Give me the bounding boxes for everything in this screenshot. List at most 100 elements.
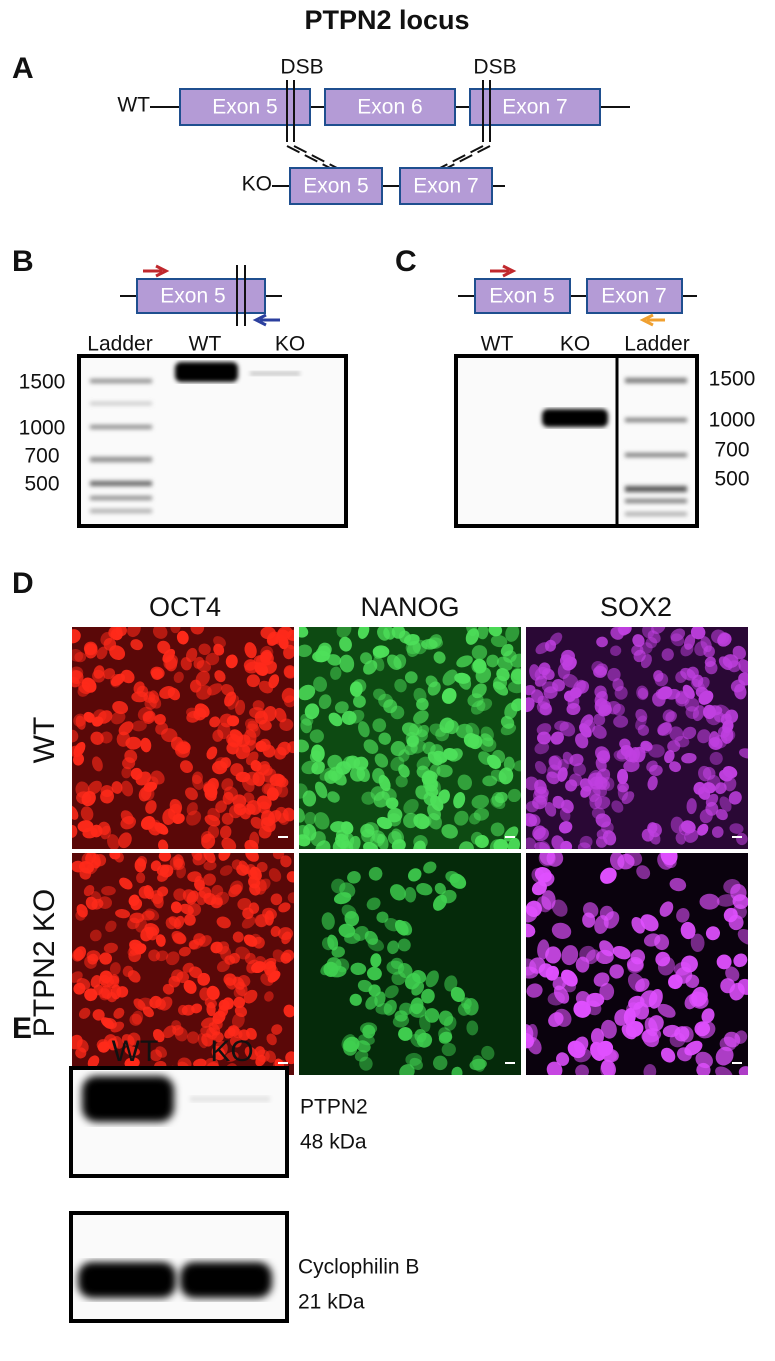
- nucleus: [283, 665, 294, 679]
- nucleus: [157, 886, 169, 897]
- nucleus: [715, 1046, 734, 1066]
- nucleus: [579, 945, 596, 962]
- nucleus: [613, 715, 629, 728]
- nucleus: [172, 932, 187, 945]
- size-label: 500: [714, 468, 749, 491]
- nucleus: [348, 709, 365, 724]
- nucleus: [366, 966, 382, 981]
- nucleus: [625, 1020, 644, 1038]
- nucleus: [227, 695, 240, 710]
- nucleus: [173, 888, 187, 901]
- exon-label: Exon 5: [489, 285, 554, 308]
- lane-label: Ladder: [624, 333, 689, 356]
- nucleus: [168, 916, 182, 928]
- nucleus: [599, 983, 615, 1001]
- nucleus: [682, 726, 697, 740]
- nucleus: [624, 749, 638, 763]
- nucleus: [168, 975, 181, 988]
- nucleus: [340, 840, 354, 849]
- nucleus: [339, 654, 355, 673]
- nucleus: [414, 1029, 427, 1043]
- nucleus: [209, 716, 221, 728]
- nucleus: [617, 781, 629, 793]
- blot-band: [78, 1262, 176, 1298]
- nucleus: [216, 916, 231, 929]
- nucleus: [350, 962, 367, 976]
- nucleus: [479, 737, 497, 752]
- nucleus: [224, 1051, 239, 1062]
- nucleus: [198, 935, 212, 947]
- nucleus: [586, 992, 605, 1007]
- nucleus: [252, 771, 265, 787]
- exon-label: Exon 6: [357, 96, 422, 119]
- nucleus: [573, 1048, 591, 1063]
- nucleus: [121, 1034, 135, 1047]
- primer-arrow: [252, 313, 280, 327]
- nucleus: [249, 866, 262, 881]
- nucleus: [250, 816, 264, 829]
- nucleus: [309, 729, 324, 743]
- nucleus: [200, 1026, 216, 1038]
- column-label: SOX2: [600, 592, 672, 622]
- nucleus: [72, 729, 79, 743]
- dsb-lines: [286, 80, 491, 169]
- nucleus: [526, 983, 543, 998]
- nucleus: [719, 796, 732, 812]
- nucleus: [343, 1036, 360, 1053]
- nucleus: [610, 645, 622, 657]
- nucleus: [327, 754, 343, 770]
- nucleus: [664, 749, 675, 764]
- nucleus: [131, 691, 148, 703]
- nucleus: [75, 1047, 87, 1059]
- nucleus: [561, 945, 579, 966]
- nucleus: [242, 740, 257, 753]
- nucleus: [723, 776, 737, 792]
- nucleus: [131, 720, 147, 732]
- nucleus: [621, 791, 635, 805]
- lane-label: WT: [189, 333, 222, 356]
- nucleus: [685, 974, 700, 989]
- nucleus: [83, 641, 98, 656]
- nucleus: [76, 978, 91, 990]
- nucleus: [546, 1061, 563, 1075]
- nucleus: [668, 974, 683, 990]
- nucleus: [454, 810, 469, 826]
- nucleus: [642, 627, 655, 639]
- nucleus: [591, 661, 604, 674]
- nucleus: [254, 914, 268, 928]
- primer-arrow: [639, 313, 665, 327]
- nucleus: [670, 628, 686, 642]
- nucleus: [738, 659, 748, 674]
- nucleus: [737, 978, 748, 995]
- nucleus: [660, 1047, 676, 1063]
- nucleus: [705, 926, 720, 941]
- nucleus: [130, 639, 143, 651]
- nucleus: [93, 854, 107, 867]
- nucleus: [449, 873, 467, 889]
- micrographs: OCT4 NANOG SOX2 WT PTPN2 KO: [28, 592, 748, 1075]
- nucleus: [91, 898, 104, 910]
- nucleus: [158, 853, 172, 862]
- nucleus: [549, 632, 563, 646]
- nucleus: [83, 711, 95, 723]
- nucleus: [279, 718, 294, 731]
- nucleus: [587, 772, 603, 787]
- nucleus: [258, 801, 271, 814]
- lane-label: KO: [275, 333, 305, 356]
- nucleus: [77, 684, 90, 697]
- nucleus: [395, 775, 408, 788]
- nucleus: [327, 791, 340, 803]
- nucleus: [264, 991, 274, 1002]
- nucleus: [463, 733, 480, 748]
- nucleus: [737, 928, 748, 945]
- panel-label: D: [12, 567, 34, 600]
- nucleus: [401, 722, 420, 737]
- nucleus: [593, 713, 606, 726]
- nucleus: [73, 753, 85, 766]
- nucleus: [657, 722, 673, 736]
- nucleus: [637, 724, 650, 736]
- nucleus: [266, 1033, 277, 1046]
- nucleus: [539, 853, 555, 866]
- nucleus: [233, 996, 245, 1009]
- nucleus: [109, 853, 121, 860]
